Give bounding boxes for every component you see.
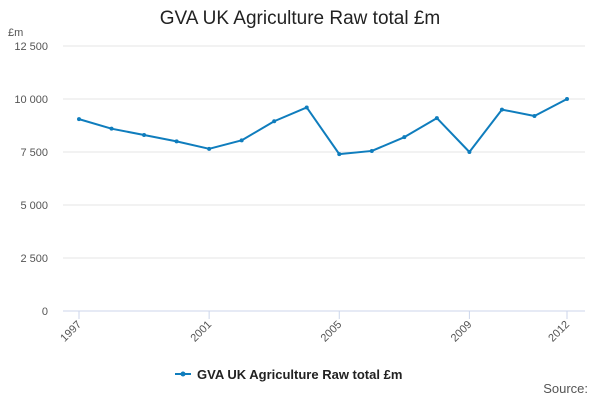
- source-label: Source:: [543, 381, 588, 396]
- data-point: [304, 105, 309, 110]
- data-point: [272, 119, 277, 124]
- data-point: [142, 133, 147, 138]
- y-tick-label: 12 500: [14, 41, 48, 53]
- gridlines: [63, 45, 585, 312]
- legend-label: GVA UK Agriculture Raw total £m: [197, 367, 402, 382]
- x-axis: 1997 2001 2005 2009 2012: [58, 311, 572, 344]
- x-tick-label: 2012: [546, 319, 572, 345]
- series-line: [78, 98, 568, 156]
- data-point: [207, 146, 212, 151]
- y-tick-label: 5 000: [20, 200, 48, 212]
- x-tick-label: 2005: [319, 319, 345, 345]
- y-axis-unit-label: £m: [8, 27, 23, 39]
- data-point: [77, 117, 81, 122]
- data-point: [499, 107, 504, 112]
- y-tick-label: 2 500: [20, 253, 48, 265]
- data-point: [434, 116, 439, 121]
- x-tick-label: 1997: [58, 319, 84, 345]
- chart-title: GVA UK Agriculture Raw total £m: [159, 8, 441, 29]
- y-tick-label: 10 000: [14, 94, 48, 106]
- data-point: [532, 113, 537, 118]
- x-tick-label: 2001: [188, 319, 214, 345]
- data-point: [174, 139, 179, 144]
- data-point: [239, 138, 244, 143]
- x-tick-label: 2009: [449, 319, 475, 345]
- data-point: [337, 152, 342, 157]
- plot-area: [77, 97, 569, 157]
- y-tick-label: 7 500: [20, 147, 48, 159]
- y-tick-label: 0: [42, 306, 48, 318]
- data-point: [109, 126, 114, 131]
- data-point: [565, 97, 569, 101]
- data-point: [467, 150, 472, 154]
- legend-marker: [180, 371, 186, 377]
- data-point: [402, 135, 407, 140]
- legend: GVA UK Agriculture Raw total £m: [175, 367, 402, 382]
- y-axis: £m 0 2 500 5 000 7 500 10 000 12 500: [8, 27, 48, 318]
- data-point: [369, 148, 374, 153]
